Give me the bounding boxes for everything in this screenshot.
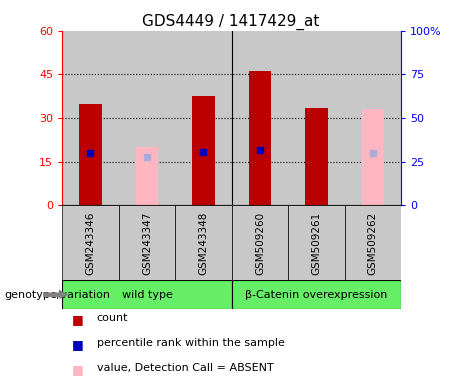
Text: genotype/variation: genotype/variation (5, 290, 111, 300)
Text: count: count (97, 313, 128, 323)
Text: ■: ■ (71, 313, 83, 326)
Bar (136, 147, 158, 205)
Text: GDS4449 / 1417429_at: GDS4449 / 1417429_at (142, 13, 319, 30)
Bar (175, 205, 231, 280)
Bar (231, 205, 288, 280)
Text: GSM243346: GSM243346 (85, 212, 95, 275)
Text: value, Detection Call = ABSENT: value, Detection Call = ABSENT (97, 363, 273, 373)
Text: GSM243347: GSM243347 (142, 212, 152, 275)
Bar (344, 205, 401, 280)
Bar (288, 205, 344, 280)
Bar (79, 104, 102, 205)
Text: GSM243348: GSM243348 (198, 212, 208, 275)
Text: β-Catenin overexpression: β-Catenin overexpression (245, 290, 388, 300)
Text: wild type: wild type (122, 290, 172, 300)
Bar (118, 31, 175, 205)
Text: GSM509262: GSM509262 (368, 212, 378, 275)
Text: ■: ■ (71, 363, 83, 376)
Text: percentile rank within the sample: percentile rank within the sample (97, 338, 285, 348)
Bar (231, 280, 401, 309)
Bar (62, 205, 118, 280)
Bar (361, 109, 384, 205)
Bar (288, 31, 344, 205)
Text: GSM509261: GSM509261 (311, 212, 321, 275)
Bar (62, 280, 231, 309)
Bar (192, 96, 215, 205)
Bar (305, 108, 328, 205)
Bar (248, 71, 271, 205)
Bar (62, 31, 118, 205)
Bar (175, 31, 231, 205)
Text: ■: ■ (71, 338, 83, 351)
Text: GSM509260: GSM509260 (255, 212, 265, 275)
Bar (344, 31, 401, 205)
Bar (231, 31, 288, 205)
Bar (118, 205, 175, 280)
